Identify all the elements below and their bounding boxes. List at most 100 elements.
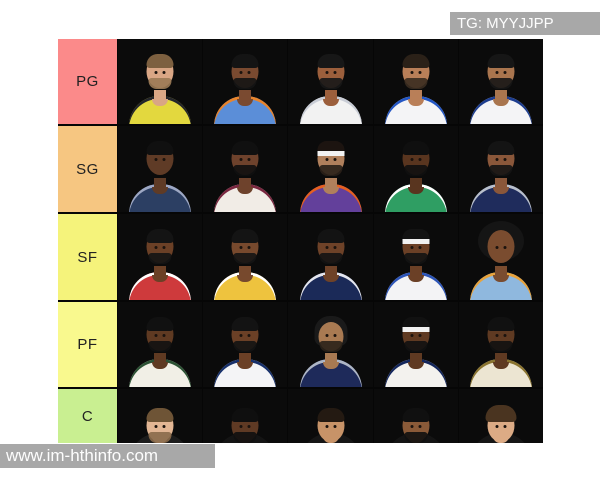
eye-right (333, 158, 336, 161)
player-avatar (465, 39, 537, 124)
eyes (237, 158, 254, 161)
player-avatar (209, 214, 281, 300)
player-avatar (465, 126, 537, 212)
beard (233, 165, 257, 176)
vneck (152, 275, 169, 282)
eye-right (503, 334, 507, 337)
vneck (407, 99, 424, 106)
player-photo (288, 302, 373, 387)
eyes (407, 334, 424, 337)
vneck (237, 275, 254, 282)
vneck (322, 99, 339, 106)
vneck (322, 275, 339, 282)
hair (317, 408, 344, 422)
eye-left (325, 246, 328, 249)
player-photo (203, 302, 288, 387)
eye-left (325, 71, 328, 74)
eye-left (154, 334, 158, 337)
eyes (407, 158, 424, 161)
hair (231, 408, 259, 422)
tier-row-sg: SG (58, 126, 544, 212)
eye-left (410, 71, 414, 74)
tier-label-sg: SG (58, 126, 117, 212)
eye-left (495, 246, 499, 249)
player-photo (373, 126, 458, 212)
hair (231, 141, 259, 155)
tier-label-c: C (58, 389, 117, 443)
eye-right (162, 158, 166, 161)
player-photo (373, 39, 458, 124)
player-avatar (209, 389, 281, 443)
eyes (322, 246, 339, 249)
player-photo (118, 389, 203, 443)
headband (402, 327, 430, 332)
player-photo (288, 214, 373, 300)
player-avatar (124, 214, 196, 300)
player-avatar (465, 302, 537, 387)
player-avatar (209, 39, 281, 124)
eye-left (154, 246, 158, 249)
eye-left (239, 158, 243, 161)
player-avatar (295, 302, 367, 387)
player-photo (458, 126, 544, 212)
eye-left (495, 158, 499, 161)
eye-right (247, 425, 251, 428)
eye-right (503, 71, 507, 74)
player-avatar (380, 389, 452, 443)
player-avatar (380, 214, 452, 300)
eye-right (503, 246, 507, 249)
tier-row-sf: SF (58, 214, 544, 300)
vneck (237, 187, 254, 194)
hair (487, 54, 515, 68)
player-photo (288, 126, 373, 212)
player-photo (288, 389, 373, 443)
hair (317, 229, 344, 243)
eye-right (247, 334, 251, 337)
player-photo (118, 126, 203, 212)
player-photo (118, 39, 203, 124)
tier-row-pf: PF (58, 302, 544, 387)
hair (146, 408, 174, 422)
vneck (322, 187, 339, 194)
player-photo (458, 302, 544, 387)
hair (402, 317, 430, 328)
vneck (152, 99, 169, 106)
eyes (152, 334, 169, 337)
beard (404, 253, 428, 264)
hair (487, 141, 515, 155)
eyes (492, 246, 509, 249)
beard (489, 165, 513, 176)
eye-right (333, 246, 336, 249)
hair (146, 54, 174, 68)
hair (402, 408, 430, 422)
beard (233, 432, 257, 443)
tier-label-pg: PG (58, 39, 117, 124)
hair (231, 317, 259, 331)
player-avatar (295, 214, 367, 300)
hair (402, 229, 430, 240)
beard (489, 78, 513, 89)
beard (319, 78, 342, 89)
player-photo (288, 39, 373, 124)
player-avatar (124, 302, 196, 387)
tier-label-sf: SF (58, 214, 117, 300)
beard (319, 341, 342, 352)
head (487, 230, 515, 263)
eye-right (418, 246, 422, 249)
tier-list: PG SG SF PF C (58, 39, 544, 443)
eye-left (495, 71, 499, 74)
watermark-bottom-text: www.im-hthinfo.com (6, 446, 159, 465)
eye-left (239, 246, 243, 249)
player-avatar (124, 126, 196, 212)
eye-right (418, 71, 422, 74)
player-avatar (124, 39, 196, 124)
beard (233, 341, 257, 352)
eye-right (162, 71, 166, 74)
beard (148, 78, 172, 89)
player-photo (203, 214, 288, 300)
eyes (152, 158, 169, 161)
vneck (492, 362, 509, 369)
eye-right (162, 246, 166, 249)
hair (146, 229, 174, 243)
